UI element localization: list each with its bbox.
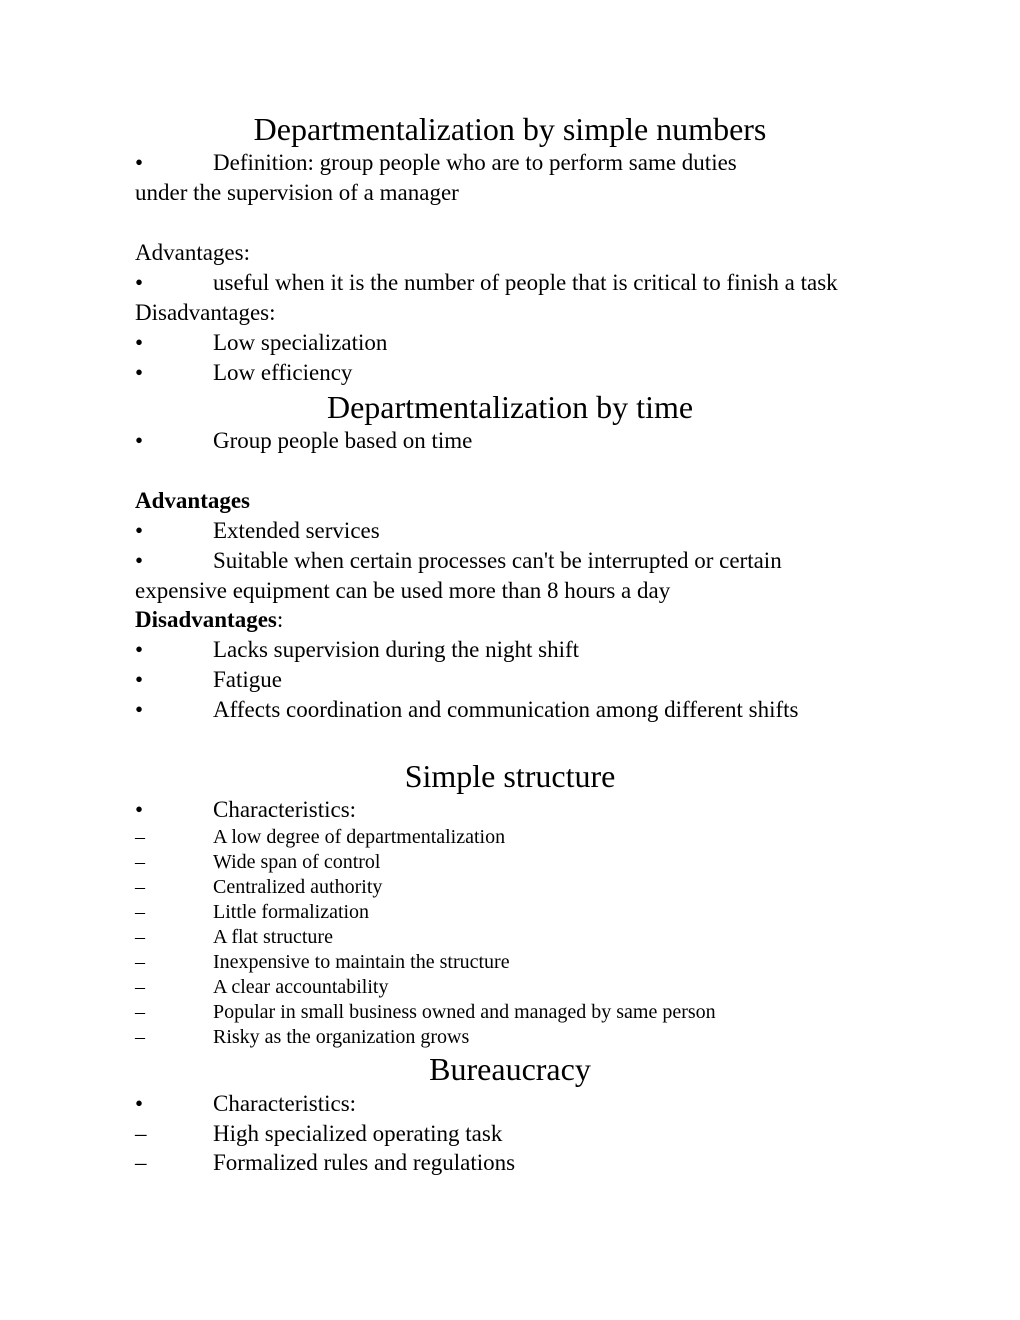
s1-dis-0: • Low specialization [135, 328, 885, 358]
s3-char-2: – Centralized authority [135, 875, 885, 900]
s2-adv-0-text: Extended services [213, 516, 380, 546]
bullet-icon: • [135, 665, 213, 695]
s3-char-3: – Little formalization [135, 900, 885, 925]
s4-char-1-text: Formalized rules and regulations [213, 1148, 515, 1178]
bullet-icon: • [135, 1089, 213, 1119]
s1-dis-0-text: Low specialization [213, 328, 387, 358]
s2-dis-2-text: Affects coordination and communication a… [213, 695, 799, 725]
s3-char-4-text: A flat structure [213, 925, 333, 950]
bullet-icon: • [135, 358, 213, 388]
document-page: Departmentalization by simple numbers • … [135, 110, 885, 1178]
s2-adv-0: • Extended services [135, 516, 885, 546]
heading-1: Departmentalization by simple numbers [135, 110, 885, 148]
heading-3: Simple structure [135, 757, 885, 795]
s2-dis-1: • Fatigue [135, 665, 885, 695]
s2-adv-1-cont: expensive equipment can be used more tha… [135, 576, 885, 606]
s2-dis-label-wrap: Disadvantages: [135, 605, 885, 635]
bullet-icon: • [135, 635, 213, 665]
bullet-icon: • [135, 795, 213, 825]
dash-icon: – [135, 950, 213, 975]
s1-dis-1: • Low efficiency [135, 358, 885, 388]
s4-char-0: – High specialized operating task [135, 1119, 885, 1149]
s2-dis-colon: : [277, 607, 283, 632]
s1-adv-0: • useful when it is the number of people… [135, 268, 885, 298]
dash-icon: – [135, 850, 213, 875]
dash-icon: – [135, 1148, 213, 1178]
s2-adv-label: Advantages [135, 486, 885, 516]
s4-char-label-text: Characteristics: [213, 1089, 356, 1119]
s3-char-7: – Popular in small business owned and ma… [135, 1000, 885, 1025]
s3-char-8-text: Risky as the organization grows [213, 1025, 469, 1050]
dash-icon: – [135, 1025, 213, 1050]
s4-char-label: • Characteristics: [135, 1089, 885, 1119]
s3-char-0-text: A low degree of departmentalization [213, 825, 505, 850]
s4-char-1: – Formalized rules and regulations [135, 1148, 885, 1178]
dash-icon: – [135, 925, 213, 950]
s4-char-0-text: High specialized operating task [213, 1119, 502, 1149]
s2-dis-2: • Affects coordination and communication… [135, 695, 885, 725]
s3-char-label-text: Characteristics: [213, 795, 356, 825]
s3-char-5: – Inexpensive to maintain the structure [135, 950, 885, 975]
s3-char-2-text: Centralized authority [213, 875, 382, 900]
s3-char-8: – Risky as the organization grows [135, 1025, 885, 1050]
dash-icon: – [135, 875, 213, 900]
s2-def-text: Group people based on time [213, 426, 472, 456]
s3-char-5-text: Inexpensive to maintain the structure [213, 950, 510, 975]
s3-char-label: • Characteristics: [135, 795, 885, 825]
s2-dis-0: • Lacks supervision during the night shi… [135, 635, 885, 665]
dash-icon: – [135, 1000, 213, 1025]
bullet-icon: • [135, 268, 213, 298]
s3-char-7-text: Popular in small business owned and mana… [213, 1000, 716, 1025]
s2-dis-1-text: Fatigue [213, 665, 282, 695]
s3-char-1-text: Wide span of control [213, 850, 380, 875]
s3-char-6: – A clear accountability [135, 975, 885, 1000]
s1-dis-label: Disadvantages: [135, 298, 885, 328]
dash-icon: – [135, 900, 213, 925]
s2-def: • Group people based on time [135, 426, 885, 456]
s3-char-6-text: A clear accountability [213, 975, 388, 1000]
s1-def-cont: under the supervision of a manager [135, 178, 885, 208]
s3-char-0: – A low degree of departmentalization [135, 825, 885, 850]
dash-icon: – [135, 1119, 213, 1149]
heading-4: Bureaucracy [135, 1050, 885, 1088]
bullet-icon: • [135, 426, 213, 456]
bullet-icon: • [135, 148, 213, 178]
s1-def: • Definition: group people who are to pe… [135, 148, 885, 178]
dash-icon: – [135, 975, 213, 1000]
s1-adv-0-text: useful when it is the number of people t… [213, 268, 838, 298]
dash-icon: – [135, 825, 213, 850]
s1-adv-label: Advantages: [135, 238, 885, 268]
s1-dis-1-text: Low efficiency [213, 358, 352, 388]
s2-dis-label: Disadvantages [135, 607, 277, 632]
s2-adv-1: • Suitable when certain processes can't … [135, 546, 885, 576]
s2-dis-0-text: Lacks supervision during the night shift [213, 635, 579, 665]
s3-char-4: – A flat structure [135, 925, 885, 950]
s1-def-text: Definition: group people who are to perf… [213, 148, 737, 178]
bullet-icon: • [135, 546, 213, 576]
heading-2: Departmentalization by time [135, 388, 885, 426]
s3-char-1: – Wide span of control [135, 850, 885, 875]
bullet-icon: • [135, 328, 213, 358]
s3-char-3-text: Little formalization [213, 900, 369, 925]
s2-adv-1-text: Suitable when certain processes can't be… [213, 546, 782, 576]
bullet-icon: • [135, 516, 213, 546]
bullet-icon: • [135, 695, 213, 725]
